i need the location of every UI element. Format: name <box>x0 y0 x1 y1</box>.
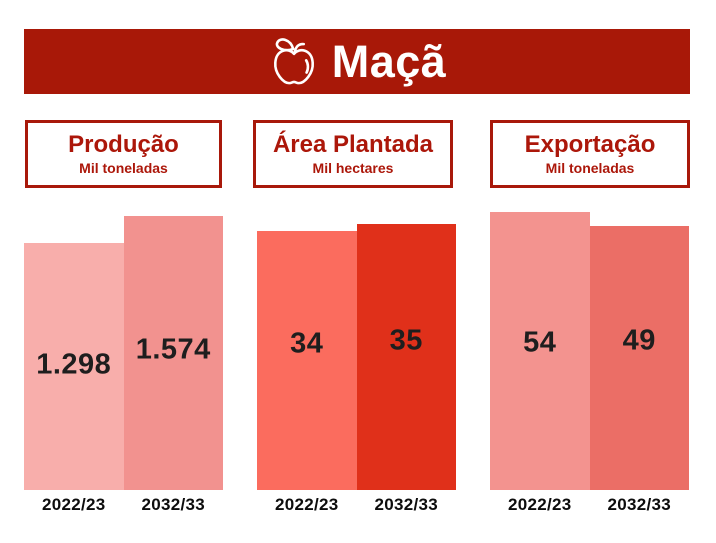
bar-category-label: 2032/33 <box>607 495 672 514</box>
panel-subtitle: Mil toneladas <box>545 159 635 176</box>
bar-value-label: 35 <box>389 324 423 357</box>
bar-2032-33-área-plantada: 35 2032/33 <box>356 224 456 514</box>
bar-2032-33-produção: 1.574 2032/33 <box>123 216 223 514</box>
bar-category-label: 2032/33 <box>141 495 206 514</box>
bar-category-label: 2032/33 <box>374 495 439 514</box>
bar-category-label: 2022/23 <box>507 495 572 514</box>
bar-value-label: 1.574 <box>135 333 211 366</box>
bar-category-label: 2022/23 <box>274 495 339 514</box>
apple-icon <box>268 36 320 88</box>
panel-subtitle: Mil hectares <box>312 159 394 176</box>
bar-value-label: 49 <box>622 324 656 357</box>
panel-title: Produção <box>68 131 179 159</box>
bar-2022-23-exportação: 54 2022/23 <box>490 212 590 514</box>
panel-title: Área Plantada <box>272 131 434 159</box>
bar-category-label: 2022/23 <box>41 495 106 514</box>
panel-exportacao: Exportação Mil toneladas <box>490 120 690 188</box>
panel-area-plantada: Área Plantada Mil hectares <box>253 120 453 188</box>
bar-value-label: 1.298 <box>36 348 112 381</box>
bar-2032-33-exportação: 49 2032/33 <box>589 226 689 514</box>
panel-producao: Produção Mil toneladas <box>25 120 222 188</box>
page-title: Maçã <box>331 36 447 87</box>
bar-value-label: 34 <box>290 327 324 360</box>
bar-value-label: 54 <box>523 326 557 359</box>
bar-2022-23-área-plantada: 34 2022/23 <box>257 231 357 514</box>
panel-subtitle: Mil toneladas <box>79 159 168 176</box>
header-banner: Maçã <box>24 29 690 94</box>
panel-title: Exportação <box>524 131 656 159</box>
bar-2022-23-produção: 1.298 2022/23 <box>24 243 124 514</box>
